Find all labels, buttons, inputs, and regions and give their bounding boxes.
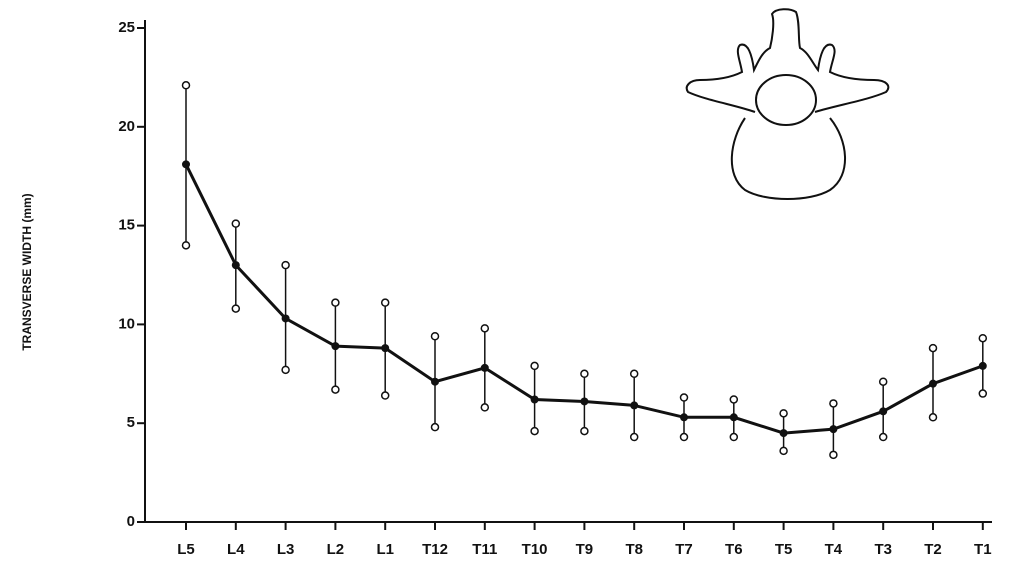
mean-marker: [480, 363, 489, 372]
min-marker: [878, 432, 888, 442]
y-tick-label: 10: [118, 315, 135, 332]
min-marker: [181, 241, 191, 250]
x-tick-label: T1: [974, 541, 992, 558]
x-tick-label: L1: [376, 541, 394, 558]
x-tick-label: L3: [277, 541, 295, 558]
max-marker: [729, 395, 739, 404]
vertebra-illustration: [685, 8, 890, 200]
x-tick-label: L2: [327, 541, 345, 558]
mean-marker: [331, 342, 340, 351]
mean-marker: [381, 344, 390, 353]
mean-marker: [630, 401, 639, 410]
max-marker: [231, 219, 241, 228]
min-marker: [580, 426, 589, 436]
y-axis-label: TRANSVERSE WIDTH (mm): [20, 193, 34, 350]
mean-marker: [182, 160, 190, 169]
mean-marker: [231, 261, 240, 270]
max-marker: [829, 399, 838, 408]
min-marker: [430, 422, 440, 432]
max-marker: [978, 333, 988, 343]
mean-marker: [829, 425, 838, 434]
x-tick-label: T4: [825, 541, 843, 558]
max-marker: [629, 369, 639, 379]
min-marker: [779, 446, 788, 456]
x-tick-label: T8: [625, 541, 643, 558]
x-tick-label: T12: [422, 541, 448, 558]
mean-marker: [530, 395, 539, 404]
y-tick-label: 25: [118, 19, 135, 36]
min-marker: [480, 403, 490, 412]
max-marker: [679, 393, 689, 402]
mean-marker: [680, 413, 688, 422]
min-marker: [530, 426, 539, 436]
y-tick-label: 20: [118, 118, 135, 135]
y-tick-label: 15: [118, 217, 135, 234]
max-marker: [530, 361, 539, 371]
x-tick-label: T7: [675, 541, 693, 558]
y-tick-label: 0: [127, 513, 135, 530]
x-tick-label: L5: [177, 541, 195, 558]
max-marker: [928, 343, 938, 353]
min-marker: [380, 391, 390, 400]
x-tick-label: T11: [472, 541, 497, 558]
x-tick-label: T2: [924, 541, 942, 558]
x-tick-label: T3: [874, 541, 892, 558]
x-tick-label: T9: [576, 541, 594, 558]
max-marker: [779, 409, 788, 418]
max-marker: [480, 324, 490, 333]
max-marker: [281, 260, 290, 270]
mean-marker: [729, 413, 738, 422]
max-marker: [380, 298, 390, 307]
max-marker: [580, 369, 589, 379]
mean-marker: [281, 314, 290, 323]
min-marker: [331, 385, 340, 394]
min-marker: [281, 365, 290, 375]
min-marker: [679, 432, 689, 442]
x-tick-label: L4: [227, 541, 245, 558]
min-marker: [928, 413, 938, 422]
max-marker: [430, 332, 440, 341]
max-marker: [878, 377, 888, 386]
mean-marker: [929, 379, 937, 388]
x-tick-label: T6: [725, 541, 743, 558]
x-tick-label: T5: [775, 541, 793, 558]
mean-marker: [978, 361, 987, 370]
x-tick-label: T10: [522, 541, 548, 558]
mean-marker: [580, 397, 589, 406]
min-marker: [729, 432, 739, 442]
min-marker: [829, 450, 838, 460]
mean-marker: [431, 377, 439, 386]
y-tick-label: 5: [127, 414, 135, 431]
min-marker: [231, 304, 241, 313]
max-marker: [331, 298, 340, 307]
mean-marker: [779, 429, 788, 438]
min-marker: [978, 389, 988, 398]
max-marker: [181, 81, 191, 90]
min-marker: [629, 432, 639, 442]
mean-marker: [879, 407, 888, 416]
